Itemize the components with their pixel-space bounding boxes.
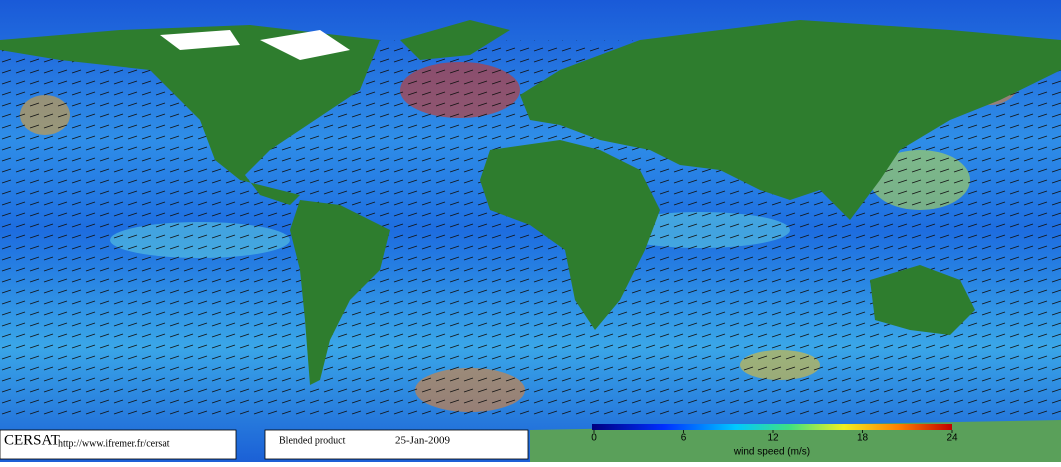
- colorbar-tick-label: 0: [591, 433, 597, 444]
- colorbar-label: wind speed (m/s): [733, 447, 810, 458]
- colorbar: [592, 424, 952, 430]
- logo: CERSAT: [4, 432, 60, 448]
- colorbar-tick-label: 24: [946, 433, 958, 444]
- product: Blended product: [279, 435, 346, 446]
- colorbar-tick-label: 18: [857, 433, 869, 444]
- land: [0, 20, 1061, 462]
- ice: [160, 30, 350, 60]
- colorbar-tick-label: 12: [767, 433, 779, 444]
- url: http://www.ifremer.fr/cersat: [58, 438, 170, 449]
- date: 25-Jan-2009: [395, 435, 450, 447]
- credit-box: [0, 429, 237, 460]
- colorbar-tick-label: 6: [681, 433, 687, 444]
- product-box: [264, 429, 529, 460]
